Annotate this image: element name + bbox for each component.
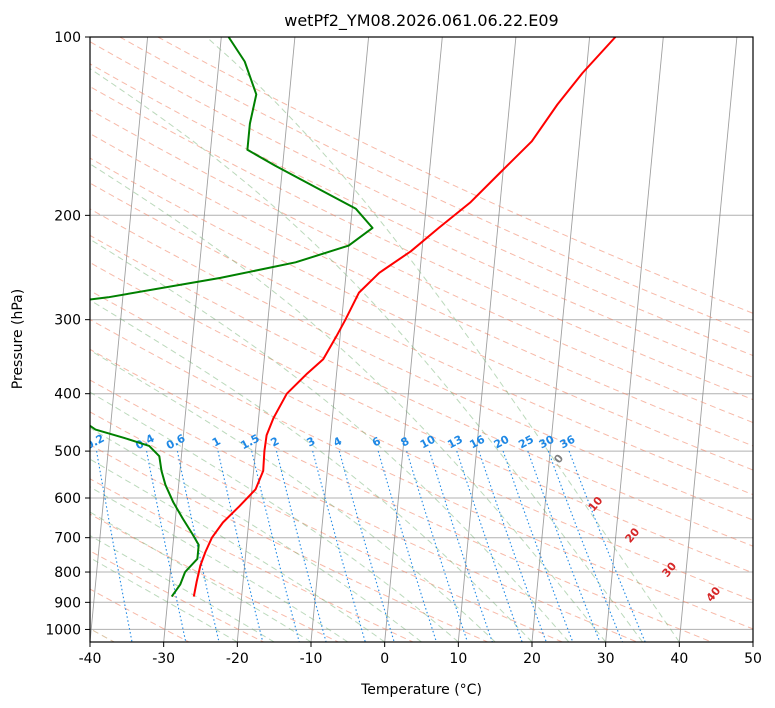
y-tick-label: 600 [54,491,81,507]
x-tick-label: 10 [449,651,467,667]
temperature-profile-line [192,37,617,597]
y-axis-label: Pressure (hPa) [10,289,26,389]
mixing-ratio-label: 20 [492,433,512,452]
x-tick-label: -40 [79,651,102,667]
dry-adiabat-line [90,234,753,547]
isotherm-line [384,37,443,642]
x-tick-label: 0 [380,651,389,667]
x-tick-label: 30 [597,651,615,667]
dry-adiabat-line [90,318,753,630]
dry-adiabat-line [90,348,712,642]
y-tick-label: 800 [54,565,81,581]
isotherm-line [457,37,517,642]
mixing-ratio-label: 16 [467,433,487,452]
mixing-ratio-line [146,450,187,642]
mixing-ratio-label: 10 [418,433,438,452]
x-tick-label: -10 [300,651,323,667]
x-tick-label: -30 [152,651,175,667]
dry-adiabat-line [119,37,753,335]
axis-ticks: -40 -30 -20 -10 0 10 20 30 40 50 100 200 300 400 500 60… [45,30,762,667]
x-tick-label: 20 [523,651,541,667]
mixing-ratio-line [428,450,493,642]
y-tick-label: 300 [54,313,81,329]
moist-adiabat-line [90,391,459,642]
dry-adiabat-line [90,478,414,642]
mixing-ratio-line [96,451,133,642]
y-tick-label: 200 [54,208,81,224]
mixing-ratio-line [456,450,523,642]
isotherm-line [310,37,370,642]
mixing-ratio-line [478,450,547,642]
moist-adiabat-line [206,37,680,642]
mixing-ratio-line [312,450,366,642]
mixing-ratio-line [176,450,220,642]
mixing-ratio-label: 36 [558,433,578,452]
mixing-ratio-line [502,450,574,642]
x-tick-label: 40 [670,651,688,667]
isotherm-line [163,37,222,642]
mixing-ratio-line [338,450,395,642]
plot-area: 0.10.20.40.611.52346810131620253036-100-… [90,37,753,642]
moist-adiabat-line [90,68,643,642]
isotherm-line [531,37,591,642]
y-tick-label: 900 [54,595,81,611]
dry-adiabat-line [90,379,638,642]
x-tick-label: 50 [744,651,762,667]
x-axis-label: Temperature (°C) [360,682,482,698]
moist-adiabat-line [90,458,385,642]
moist-adiabat-line [90,557,238,642]
moist-adiabat-line [90,163,607,642]
moist-adiabat-line [90,511,312,642]
y-tick-label: 700 [54,531,81,547]
moist-adiabat-line [90,349,496,642]
mixing-ratio-label: 25 [516,433,536,452]
x-tick-label: -20 [226,651,249,667]
isotherm-line [236,37,296,642]
y-tick-label: 100 [54,30,81,46]
isotherm-line [678,37,738,642]
mixing-ratio-line [217,450,264,642]
isotherm-line [605,37,664,642]
y-tick-label: 400 [54,387,81,403]
chart-title: wetPf2_YM08.2026.061.06.22.E09 [284,11,558,31]
y-tick-label: 500 [54,444,81,460]
dry-adiabat-line [90,157,753,471]
dry-adiabat-line [90,411,563,642]
dry-adiabat-line [90,262,753,574]
dry-adiabat-line [90,41,753,357]
mixing-ratio-label: 30 [537,433,557,452]
moist-adiabat-line [90,238,570,642]
dry-adiabat-line [90,86,753,401]
dewpoint-profile-line [90,37,374,598]
axes-border [89,36,754,643]
y-tick-label: 1000 [45,622,81,638]
dry-adiabat-line [90,513,339,642]
mixing-ratio-line [377,450,437,642]
moist-adiabat-line [90,534,275,642]
mixing-ratio-line [275,450,327,642]
axes-frame [89,36,754,643]
mixing-ratio-line [406,450,469,642]
mixing-ratio-label: 13 [445,433,465,452]
moist-adiabat-line [90,427,422,642]
